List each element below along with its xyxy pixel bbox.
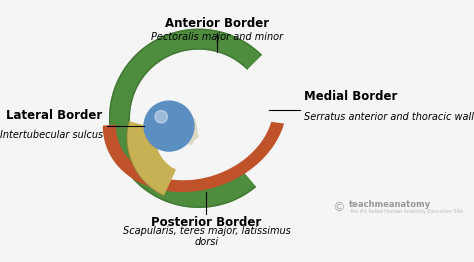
- Text: Posterior Border: Posterior Border: [151, 216, 262, 229]
- Polygon shape: [103, 122, 284, 192]
- Text: Lateral Border: Lateral Border: [7, 109, 103, 122]
- Text: Serratus anterior and thoracic wall: Serratus anterior and thoracic wall: [304, 112, 474, 122]
- Polygon shape: [173, 119, 199, 145]
- Text: The #1 Rated Human Anatomy Education Site: The #1 Rated Human Anatomy Education Sit…: [349, 209, 463, 214]
- Circle shape: [155, 111, 167, 123]
- Polygon shape: [126, 121, 164, 196]
- Text: Anterior Border: Anterior Border: [164, 17, 269, 30]
- Text: Pectoralis major and minor: Pectoralis major and minor: [151, 32, 283, 42]
- Polygon shape: [127, 121, 176, 196]
- Text: teachmeanatomy: teachmeanatomy: [349, 200, 431, 209]
- Polygon shape: [109, 29, 262, 208]
- Text: Intertubecular sulcus: Intertubecular sulcus: [0, 130, 103, 140]
- Circle shape: [144, 101, 194, 151]
- Text: Scapularis, teres major, latissimus
dorsi: Scapularis, teres major, latissimus dors…: [123, 226, 290, 248]
- Text: ©: ©: [333, 201, 345, 215]
- Text: Medial Border: Medial Border: [304, 90, 397, 103]
- Polygon shape: [128, 48, 248, 188]
- Polygon shape: [109, 29, 262, 208]
